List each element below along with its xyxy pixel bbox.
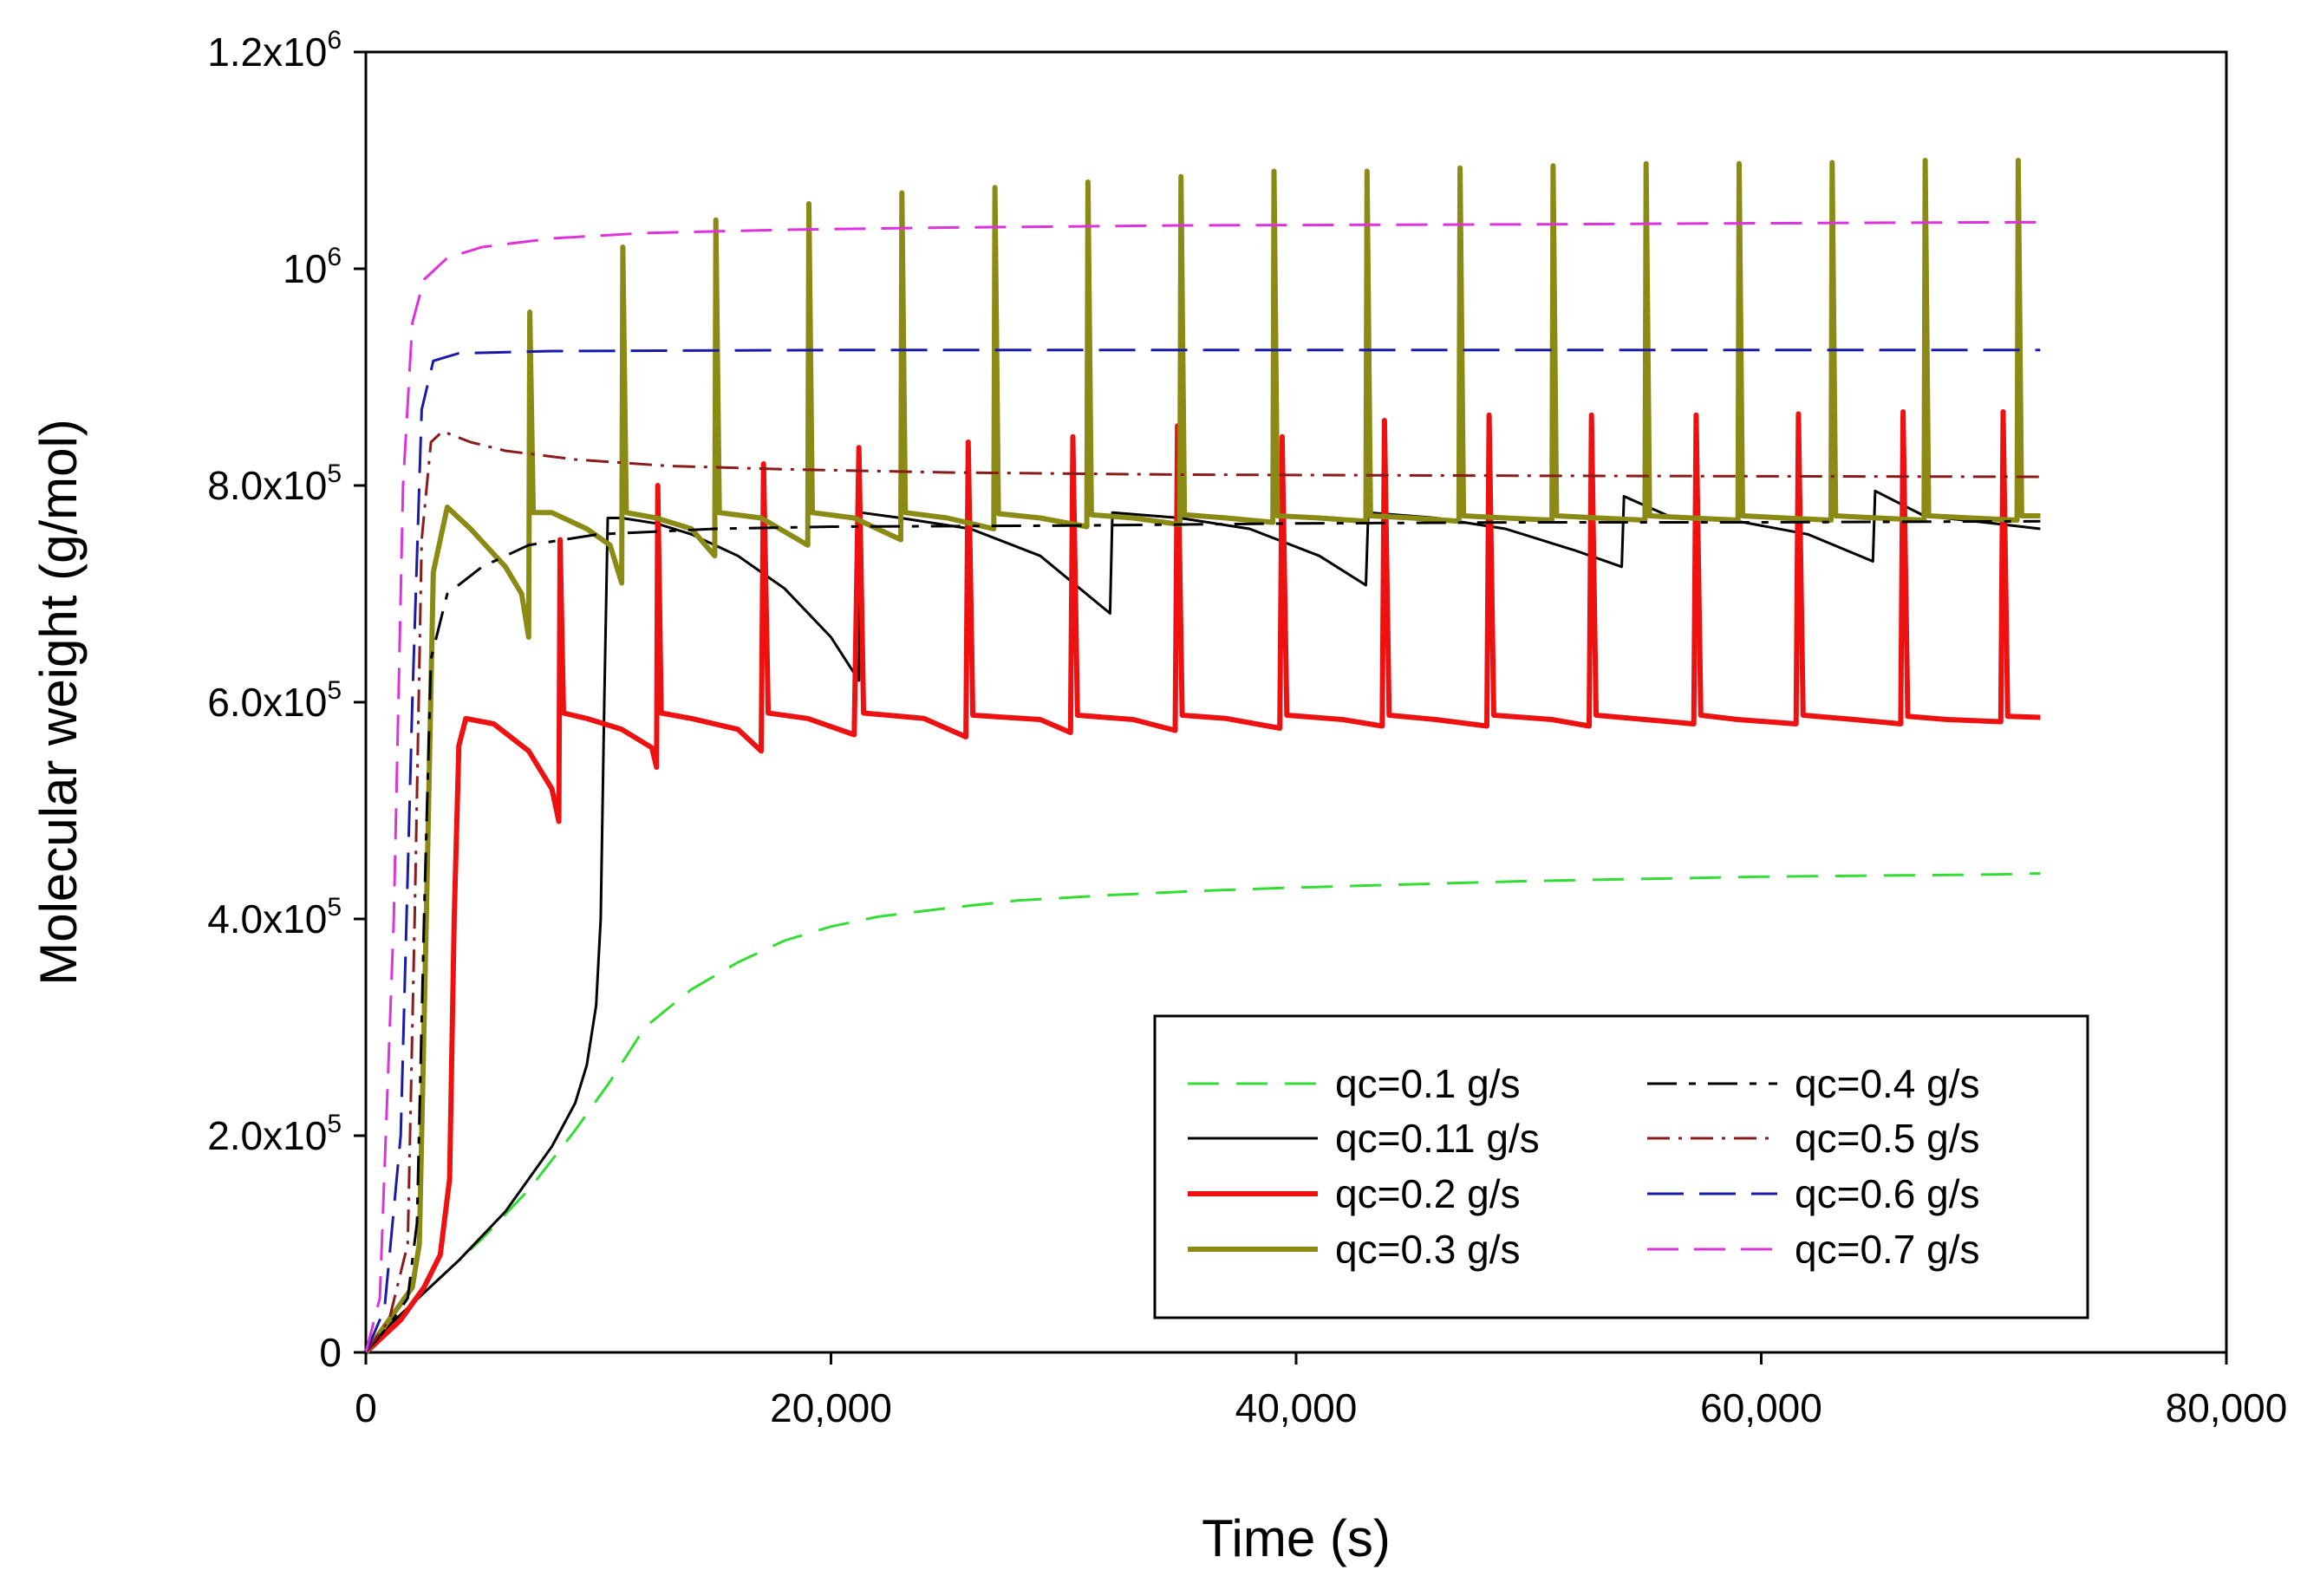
series-line [364, 349, 2041, 1353]
y-tick-mantissa: 2.0x10 [207, 1113, 327, 1158]
y-tick-mantissa: 0 [319, 1330, 342, 1375]
legend-label: qc=0.6 g/s [1795, 1171, 1980, 1216]
y-tick-label: 106 [283, 243, 342, 291]
y-tick-mantissa: 1.2x10 [207, 29, 327, 75]
series-line [364, 872, 2041, 1353]
series-line [364, 430, 2041, 1353]
y-tick-label: 2.0x105 [207, 1110, 342, 1158]
series-layer [363, 158, 2041, 1355]
x-axis-title: Time (s) [1202, 1509, 1391, 1567]
y-tick-exponent: 5 [327, 676, 342, 705]
y-tick-mantissa: 10 [283, 246, 327, 291]
y-tick-exponent: 5 [327, 1110, 342, 1138]
x-tick-label: 60,000 [1700, 1385, 1822, 1430]
y-tick-label: 4.0x105 [207, 893, 342, 941]
y-tick-mantissa: 4.0x10 [207, 896, 327, 941]
x-tick-label: 80,000 [2166, 1385, 2288, 1430]
legend-box [1153, 1014, 2089, 1319]
y-tick-label: 0 [319, 1330, 342, 1375]
x-tick-label: 0 [355, 1385, 377, 1430]
series-line [363, 158, 2041, 1354]
y-tick-exponent: 5 [327, 459, 342, 488]
y-tick-exponent: 6 [327, 26, 342, 55]
series-line [363, 409, 2041, 1355]
legend-label: qc=0.11 g/s [1335, 1116, 1540, 1161]
y-tick-exponent: 6 [327, 243, 342, 271]
legend-label: qc=0.2 g/s [1335, 1171, 1521, 1216]
x-tick-label: 40,000 [1235, 1385, 1358, 1430]
legend-label: qc=0.4 g/s [1795, 1061, 1980, 1106]
y-axis-title: Molecular weight (g/mol) [29, 419, 88, 986]
legend-label: qc=0.7 g/s [1795, 1227, 1980, 1272]
series-line [364, 519, 2041, 1353]
x-tick-label: 20,000 [770, 1385, 892, 1430]
legend-label: qc=0.3 g/s [1335, 1227, 1521, 1272]
series-line [364, 220, 2041, 1353]
y-tick-mantissa: 6.0x10 [207, 680, 327, 725]
legend: qc=0.1 g/s qc=0.11 g/s qc=0.2 g/s qc=0.3 g/… [1153, 1014, 2089, 1319]
y-tick-label: 6.0x105 [207, 676, 342, 725]
y-tick-exponent: 5 [327, 893, 342, 922]
legend-label: qc=0.1 g/s [1335, 1061, 1521, 1106]
x-axis: 0 20,000 40,000 60,000 80,000 [355, 1352, 2287, 1430]
y-tick-label: 1.2x106 [207, 26, 342, 75]
y-tick-mantissa: 8.0x10 [207, 463, 327, 508]
legend-label: qc=0.5 g/s [1795, 1116, 1980, 1161]
y-tick-label: 8.0x105 [207, 459, 342, 508]
